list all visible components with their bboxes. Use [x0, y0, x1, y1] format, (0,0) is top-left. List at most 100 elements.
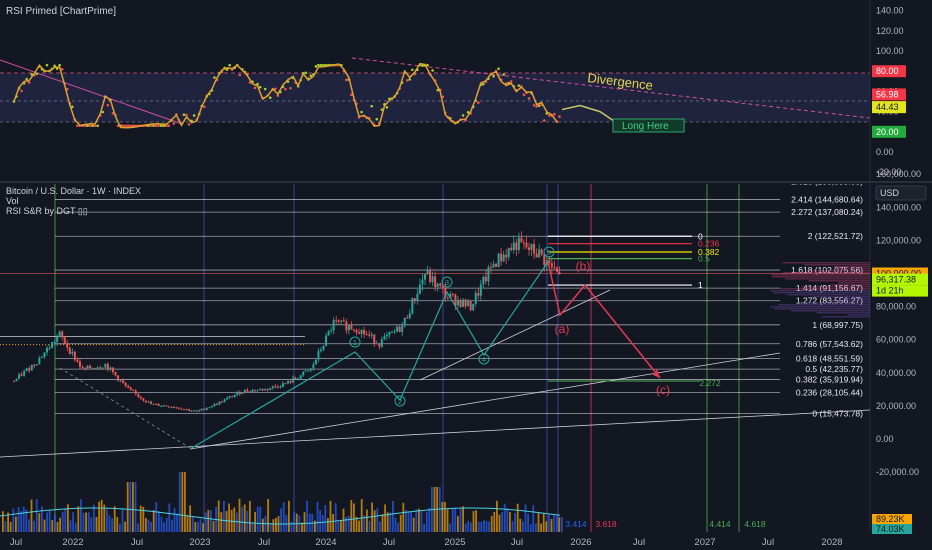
volume-bar — [459, 508, 462, 532]
volume-bar — [561, 516, 563, 532]
volume-bar — [197, 521, 199, 532]
candle-body — [502, 254, 505, 262]
volume-bar — [488, 521, 490, 532]
volume-bar — [17, 506, 20, 532]
price-axis[interactable]: 160,000.00 140,000.00 120,000.00 100,000.00… — [872, 169, 928, 534]
volume-bar — [506, 508, 509, 532]
volume-bar — [449, 523, 451, 532]
rsi-point — [274, 87, 277, 91]
countdown-badge-text: 1d 21h — [876, 286, 904, 296]
rsi-point — [431, 69, 434, 72]
volume-bar — [514, 513, 516, 532]
volume-bar — [137, 523, 139, 532]
volume-bar — [402, 502, 405, 532]
rsi-point — [497, 67, 500, 70]
time-tick-label: Jul — [131, 537, 143, 548]
volume-bar — [158, 511, 160, 532]
volume-bar — [181, 472, 184, 532]
candle-body — [482, 276, 485, 285]
candle-body — [190, 410, 193, 412]
volume-bar — [199, 519, 202, 532]
volume-profile-bar — [787, 294, 870, 296]
candle-body — [51, 342, 54, 348]
volume-profile-bar — [830, 284, 870, 286]
rsi-axis[interactable]: 140.00120.00100.0080.0060.0040.0020.000.… — [872, 6, 906, 178]
candle-body — [129, 387, 132, 390]
abc-wave-label: (a) — [555, 322, 570, 336]
fib-level-label: 2.618 (155,599.53) — [791, 176, 863, 186]
candle-body — [454, 294, 457, 306]
extension-label: 3.414 — [565, 519, 587, 529]
candle-body — [35, 364, 38, 366]
volume-bar — [249, 501, 251, 532]
rsi-point — [284, 87, 287, 91]
currency-button[interactable] — [875, 185, 927, 201]
volume-bar — [345, 516, 347, 532]
fib-price: (35,919.94) — [820, 375, 864, 385]
fib-price: (102,075.56) — [815, 265, 863, 275]
volume-bar — [25, 509, 28, 532]
time-tick-label: 2023 — [189, 537, 210, 548]
rsi-point — [309, 74, 313, 78]
candle-body — [210, 406, 213, 408]
rsi-pane[interactable]: Divergence Long Here — [0, 57, 870, 133]
candle-body — [446, 297, 449, 299]
candle-body — [137, 393, 140, 397]
volume-bar — [381, 514, 384, 532]
candle-body — [40, 356, 43, 358]
candle-body — [317, 351, 320, 360]
fib-ratio: 0 — [812, 408, 819, 418]
volume-bar — [350, 500, 353, 532]
volume-bar — [145, 518, 147, 532]
volume-bar — [321, 515, 324, 532]
candle-body — [215, 403, 218, 405]
candle-body — [429, 270, 432, 282]
volume-bar — [238, 498, 241, 532]
candle-body — [205, 408, 208, 410]
rsi-point — [185, 113, 188, 117]
rsi-point — [192, 114, 196, 117]
price-pane[interactable]: 2.618 (155,599.53)2.414 (144,680.64)2.27… — [0, 176, 870, 532]
candle-body — [150, 401, 152, 405]
price-tick-label: 40,000.00 — [876, 368, 916, 378]
rsi-point — [159, 124, 163, 128]
candle-body — [20, 374, 23, 376]
rsi-point — [187, 123, 191, 126]
candle-body — [512, 242, 515, 251]
candle-body — [180, 408, 183, 410]
candle-body — [271, 386, 274, 389]
volume-bar — [72, 512, 74, 532]
candle-body — [510, 247, 513, 251]
rsi-point — [88, 124, 92, 128]
volume-bar — [54, 514, 56, 532]
candle-body — [167, 406, 170, 408]
candle-body — [162, 405, 165, 407]
time-axis[interactable]: Jul 2022 Jul 2023 Jul 2024 Jul 2025 Jul 2026 Jul 20… — [10, 537, 843, 548]
volume-bar — [353, 503, 355, 532]
candle-body — [45, 347, 48, 353]
volume-bar — [490, 515, 493, 532]
volume-profile-bar — [774, 308, 870, 310]
rsi-point — [537, 104, 541, 108]
volume-bar — [548, 514, 550, 532]
candle-body — [398, 326, 401, 332]
candle-body — [292, 377, 295, 383]
candle-body — [233, 394, 236, 397]
candle-body — [66, 343, 69, 348]
candle-body — [302, 371, 305, 376]
candle-body — [484, 276, 487, 282]
volume-profile-bar — [771, 274, 870, 276]
volume-bar — [85, 512, 87, 532]
volume-badge-text: 89.23K — [876, 514, 905, 524]
fib-ratio: 1.618 — [791, 265, 815, 275]
volume-bar — [210, 510, 212, 532]
candle-body — [548, 260, 551, 264]
rsi-point — [258, 85, 262, 89]
candle-body — [352, 329, 355, 331]
volume-bar — [147, 519, 150, 532]
candle-body — [182, 409, 185, 411]
volume-bar — [451, 507, 454, 532]
currency-button-label[interactable]: USD — [880, 188, 900, 198]
candle-body — [195, 410, 198, 412]
